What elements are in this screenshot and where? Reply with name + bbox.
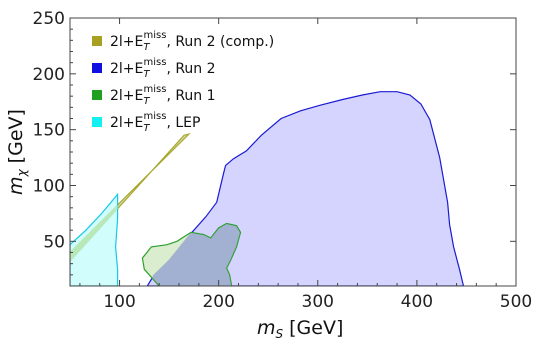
y-tick-label: 150 [33, 121, 65, 141]
legend-swatch [92, 90, 102, 100]
y-tick-label: 200 [33, 65, 65, 85]
plot-areas [70, 91, 465, 286]
x-axis-label: mS [GeV] [257, 317, 343, 341]
x-tick-label: 400 [401, 292, 433, 312]
y-tick-label: 250 [33, 9, 65, 29]
legend-label: 2l+ETmiss, Run 1 [110, 84, 216, 107]
legend-swatch [92, 63, 102, 73]
legend-label: 2l+ETmiss, Run 2 (comp.) [110, 30, 274, 53]
region-0 [70, 133, 191, 263]
x-tick-label: 300 [302, 292, 334, 312]
legend-label: 2l+ETmiss, LEP [110, 111, 200, 134]
legend-label: 2l+ETmiss, Run 2 [110, 57, 216, 80]
legend-swatch [92, 36, 102, 46]
axis-ticks: 100 200 300 400 500 50 100 150 200 250 [33, 9, 533, 312]
y-axis-label: mχ[GeV] [5, 109, 29, 195]
legend-swatch [92, 117, 102, 127]
y-tick-label: 100 [33, 177, 65, 197]
x-tick-label: 500 [500, 292, 532, 312]
x-tick-label: 200 [202, 292, 234, 312]
y-tick-label: 50 [43, 232, 65, 252]
x-tick-label: 100 [103, 292, 135, 312]
region-3 [70, 192, 119, 286]
legend: 2l+ETmiss, Run 2 (comp.) 2l+ETmiss, Run 2… [92, 30, 274, 134]
